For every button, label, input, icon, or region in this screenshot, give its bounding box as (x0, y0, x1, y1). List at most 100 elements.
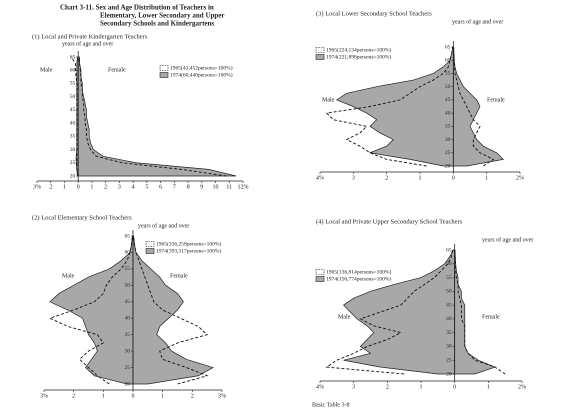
x-tick-label: 1 (419, 175, 422, 181)
y-tick-label: 35 (125, 332, 131, 338)
x-tick-label: 2 (191, 393, 194, 399)
panel-title: (2) Local Elementary School Teachers (32, 214, 132, 221)
legend-swatch (315, 276, 325, 282)
y-tick-label: 45 (70, 107, 76, 113)
male-label: Male (40, 67, 53, 73)
series-area (454, 249, 497, 375)
legend-label: 1965(136,814persons=100%) (326, 268, 391, 275)
legend-label: 1965(224,134persons=100%) (326, 46, 391, 53)
y-tick-label: 20 (445, 163, 451, 169)
x-tick-label: 3% (40, 393, 48, 399)
y-tick-label: 45 (445, 97, 451, 103)
y-tick-label: 30 (70, 147, 76, 153)
x-tick-label: 2 (385, 175, 388, 181)
series-area (132, 235, 214, 385)
x-tick-label: 11 (226, 184, 232, 190)
legend-swatch (159, 65, 169, 71)
y-tick-label: 30 (446, 344, 452, 350)
y-tick-label: 60 (70, 67, 76, 73)
x-tick-label: 2 (49, 184, 52, 190)
y-tick-label: 35 (446, 330, 452, 336)
series-area (343, 249, 456, 375)
y-tick-label: 60 (125, 250, 131, 256)
x-tick-label: 4% (316, 384, 324, 390)
y-tick-label: 30 (125, 348, 131, 354)
x-tick-label: 12% (238, 184, 249, 190)
y-tick-label: 40 (70, 120, 76, 126)
legend-label: 1974(156,774persons=100%) (326, 275, 391, 282)
y-tick-label: 55 (125, 266, 131, 272)
x-tick-label: 0 (453, 384, 456, 390)
x-tick-label: 2% (516, 175, 524, 181)
series-area (335, 46, 454, 167)
y-tick-label: 55 (446, 275, 452, 281)
x-tick-label: 2 (72, 393, 75, 399)
male-label: Male (62, 273, 75, 279)
x-tick-label: 8 (187, 184, 190, 190)
x-tick-label: 7 (173, 184, 176, 190)
series-line (453, 47, 495, 167)
y-tick-label: 35 (70, 134, 76, 140)
female-label: Female (108, 67, 126, 73)
y-tick-label: 25 (446, 357, 452, 363)
series-line (325, 46, 454, 167)
x-tick-label: 1 (485, 175, 488, 181)
y-tick-label: 25 (125, 365, 131, 371)
page-title-line: Secondary Schools and Kindergartens (100, 20, 214, 28)
y-tick-label: 50 (125, 283, 131, 289)
male-label: Male (322, 97, 335, 103)
y-tick-label: 65 (445, 44, 451, 50)
legend-label: 1974(60,440persons=100%) (170, 71, 233, 78)
x-tick-label: 9 (200, 184, 203, 190)
y-tick-label: 45 (125, 299, 131, 305)
y-tick-label: 60 (445, 57, 451, 63)
y-tick-label: 20 (446, 371, 452, 377)
female-label: Female (487, 97, 505, 103)
y-tick-label: 40 (445, 110, 451, 116)
legend-label: 1965(336,258persons=100%) (156, 240, 221, 247)
x-tick-label: 2% (518, 384, 526, 390)
x-tick-label: 5 (145, 184, 148, 190)
y-tick-label: 25 (70, 160, 76, 166)
y-tick-label: 45 (446, 302, 452, 308)
y-axis-label: years of age and over (62, 40, 113, 47)
panel-title: (4) Local and Private Upper Secondary Sc… (316, 218, 463, 225)
x-tick-label: 3% (218, 393, 226, 399)
y-tick-label: 50 (445, 84, 451, 90)
panel-title: (3) Local Lower Secondary School Teacher… (316, 10, 432, 17)
footer: Basic Table 3-8 (312, 402, 349, 408)
x-tick-label: 0 (132, 393, 135, 399)
y-tick-label: 65 (125, 233, 131, 239)
legend-swatch (145, 241, 155, 247)
x-tick-label: 1 (102, 393, 105, 399)
x-tick-label: 3 (352, 384, 355, 390)
y-tick-label: 55 (445, 71, 451, 77)
male-label: Male (338, 314, 351, 320)
x-tick-label: 3% (33, 184, 41, 190)
y-tick-label: 40 (125, 315, 131, 321)
x-tick-label: 1 (420, 384, 423, 390)
y-tick-label: 40 (446, 316, 452, 322)
x-tick-label: 1 (63, 184, 66, 190)
series-area (452, 46, 505, 167)
legend-swatch (315, 54, 325, 60)
x-tick-label: 1 (90, 184, 93, 190)
y-tick-label: 20 (125, 381, 131, 387)
x-tick-label: 6 (159, 184, 162, 190)
x-tick-label: 3 (352, 175, 355, 181)
panel-title: (1) Local and Private Kindergarten Teach… (32, 33, 148, 40)
series-line (78, 56, 227, 177)
x-tick-label: 4% (316, 175, 324, 181)
female-label: Female (482, 314, 500, 320)
female-label: Female (170, 273, 188, 279)
legend-swatch (315, 269, 325, 275)
y-axis-label: years of age and over (482, 236, 533, 243)
x-tick-label: 1 (161, 393, 164, 399)
y-axis-label: years of age and over (452, 18, 503, 25)
y-axis-label: years of age and over (138, 222, 189, 229)
x-tick-label: 4 (132, 184, 135, 190)
legend-label: 1974(221,898persons=100%) (326, 53, 391, 60)
x-tick-label: 1 (487, 384, 490, 390)
legend-label: 1974(393,517persons=100%) (156, 247, 221, 254)
